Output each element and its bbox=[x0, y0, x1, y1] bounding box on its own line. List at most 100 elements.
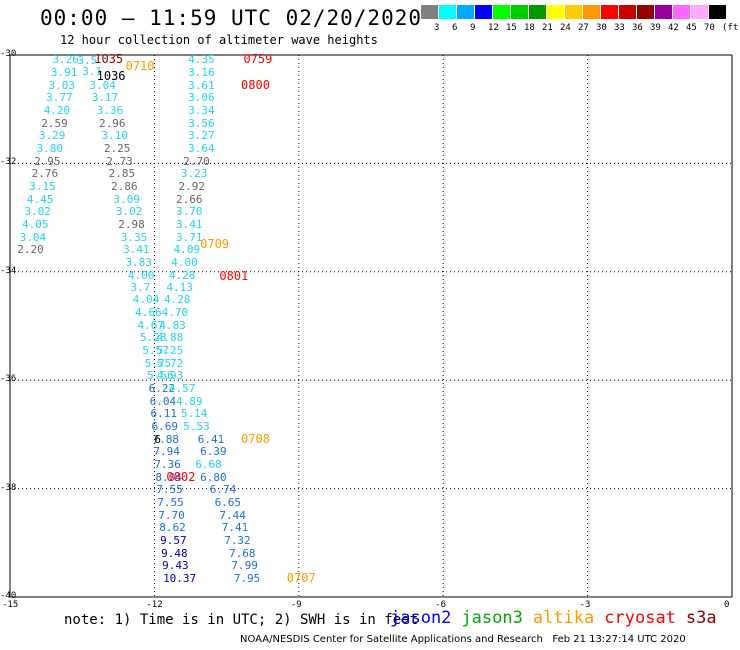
wave-height-value: 7.99 bbox=[231, 559, 258, 573]
wave-height-value: 3.16 bbox=[188, 65, 215, 79]
wave-height-value: 7.36 bbox=[154, 458, 181, 472]
wave-height-value: 3.17 bbox=[91, 91, 119, 105]
wave-height-value: 6.39 bbox=[200, 445, 227, 459]
pass-time-label: 0710 bbox=[125, 58, 155, 73]
latitude-label: -30 bbox=[0, 49, 17, 59]
color-scale-label: 70 bbox=[704, 23, 715, 33]
wave-height-value: 5.57 bbox=[142, 344, 169, 358]
wave-height-value: 6.22 bbox=[148, 382, 176, 396]
pass-time-label: 1035 bbox=[94, 52, 124, 67]
legend-item-altika: altika bbox=[532, 608, 595, 628]
wave-height-value: 9.43 bbox=[162, 559, 189, 573]
color-swatch bbox=[475, 5, 492, 19]
wave-height-value: 7.94 bbox=[153, 445, 180, 459]
wave-height-value: 5.14 bbox=[180, 407, 208, 421]
color-scale-label: 18 bbox=[524, 23, 535, 33]
wave-height-value: 3.04 bbox=[89, 78, 116, 92]
wave-height-value: 4.88 bbox=[156, 331, 184, 345]
pass-time-label: 0709 bbox=[200, 236, 230, 251]
wave-height-value: 4.45 bbox=[26, 192, 54, 206]
wave-height-value: 9.57 bbox=[160, 534, 187, 548]
wave-height-value: 3.26 bbox=[52, 53, 79, 67]
color-swatch bbox=[583, 5, 600, 19]
wave-height-value: 5.56 bbox=[147, 369, 174, 383]
pass-time-label: 0800 bbox=[241, 77, 270, 92]
color-swatch bbox=[709, 5, 726, 19]
legend-item-s3a: s3a bbox=[685, 608, 717, 628]
color-scale-label: 6 bbox=[452, 23, 458, 33]
pass-time-label: 0801 bbox=[219, 269, 249, 284]
wave-height-value: 5.72 bbox=[156, 356, 184, 370]
wave-height-value: 6.74 bbox=[209, 483, 237, 497]
color-swatch bbox=[547, 5, 564, 19]
wave-height-value: 3.06 bbox=[188, 91, 215, 105]
color-scale-label: 45 bbox=[686, 23, 697, 33]
wave-height-value: 4.35 bbox=[188, 53, 215, 67]
wave-height-value: 3.61 bbox=[188, 78, 215, 92]
wave-height-value: 3.71 bbox=[176, 230, 203, 244]
wave-height-value: 3.64 bbox=[188, 141, 215, 155]
wave-height-value: 2.73 bbox=[106, 154, 133, 168]
longitude-label: -9 bbox=[290, 600, 302, 610]
wave-height-value: 4.83 bbox=[159, 318, 186, 332]
latitude-label: -40 bbox=[0, 591, 17, 601]
wave-height-value: 3.77 bbox=[46, 91, 73, 105]
wave-height-value: 8.04 bbox=[155, 470, 182, 484]
wave-height-value: 2.95 bbox=[34, 154, 61, 168]
wave-height-value: 5.53 bbox=[183, 420, 210, 434]
wave-height-value: 3.10 bbox=[101, 129, 128, 143]
color-scale-label: (ft) bbox=[722, 23, 740, 33]
wave-height-value: 4.93 bbox=[156, 369, 184, 383]
wave-height-value: 4.00 bbox=[171, 255, 198, 269]
wave-height-value: 8.62 bbox=[159, 521, 186, 535]
page-title: 00:00 – 11:59 UTC 02/20/2020 bbox=[40, 6, 423, 30]
color-scale-label: 36 bbox=[632, 23, 643, 33]
color-swatch bbox=[457, 5, 474, 19]
wave-height-value: 4.28 bbox=[164, 293, 191, 307]
wave-height-value: 3.56 bbox=[188, 116, 215, 130]
color-swatch bbox=[529, 5, 546, 19]
wave-height-value: 3.04 bbox=[19, 230, 47, 244]
wave-height-value: 7.55 bbox=[156, 483, 183, 497]
wave-height-value: 6.65 bbox=[214, 496, 242, 510]
wave-height-value: 4.05 bbox=[22, 217, 49, 231]
wave-height-value: 4.66 bbox=[135, 306, 162, 320]
wave-height-value: 5.75 bbox=[144, 356, 172, 370]
wave-height-value: 5.25 bbox=[156, 344, 184, 358]
wave-height-value: 3.36 bbox=[96, 103, 124, 117]
wave-height-value: 2.25 bbox=[103, 141, 131, 155]
wave-height-value: 9.48 bbox=[161, 546, 188, 560]
subtitle: 12 hour collection of altimeter wave hei… bbox=[60, 33, 378, 47]
wave-height-value: 3.41 bbox=[176, 217, 203, 231]
latitude-label: -36 bbox=[0, 374, 17, 385]
wave-height-value: 4.20 bbox=[43, 103, 71, 117]
wave-height-value: 10.37 bbox=[163, 572, 197, 586]
wave-height-value: 3.23 bbox=[180, 167, 208, 181]
latitude-label: -38 bbox=[0, 482, 17, 493]
wave-height-value: 4.09 bbox=[173, 243, 201, 257]
wave-height-value: 4.00 bbox=[127, 268, 155, 282]
wave-height-value: 7.55 bbox=[157, 496, 184, 510]
wave-height-value: 3.02 bbox=[115, 205, 143, 219]
wave-height-value: 4.04 bbox=[132, 293, 160, 307]
wave-height-value: 6.69 bbox=[151, 420, 179, 434]
wave-height-value: 3.29 bbox=[38, 129, 66, 143]
wave-height-value: 3.5 bbox=[77, 54, 98, 68]
color-scale-label: 3 bbox=[434, 23, 440, 33]
wave-height-value: 6.68 bbox=[195, 458, 222, 472]
latitude-label: -34 bbox=[0, 265, 17, 276]
color-scale-label: 39 bbox=[650, 23, 661, 33]
wave-height-value: 7.44 bbox=[219, 508, 246, 522]
pass-time-label: 0802 bbox=[166, 469, 196, 484]
wave-height-value: 3.80 bbox=[36, 141, 63, 155]
wave-height-value: 6.80 bbox=[200, 470, 227, 484]
wave-height-value: 2.20 bbox=[17, 243, 44, 257]
color-scale-label: 21 bbox=[542, 23, 553, 33]
wave-height-value: 3.41 bbox=[123, 243, 150, 257]
color-swatch bbox=[673, 5, 690, 19]
color-swatch bbox=[511, 5, 528, 19]
legend-item-jason3: jason3 bbox=[461, 608, 523, 628]
wave-height-value: 7.95 bbox=[233, 572, 261, 586]
color-swatch bbox=[439, 5, 456, 19]
